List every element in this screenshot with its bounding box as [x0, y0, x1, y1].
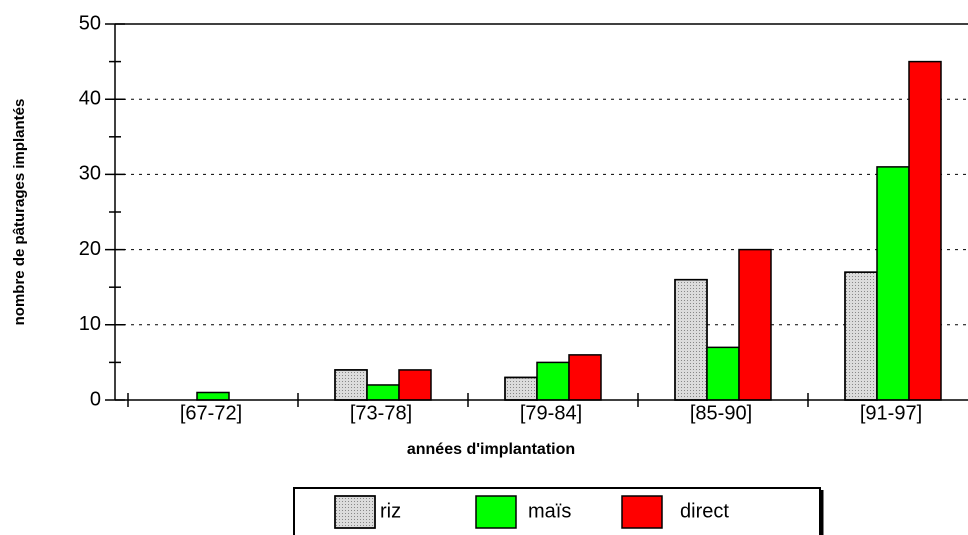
x-tick-label: [79-84] [520, 402, 582, 424]
legend-label: maïs [528, 500, 571, 522]
y-tick-label: 10 [79, 313, 101, 335]
x-axis-label: années d'implantation [407, 441, 575, 458]
x-tick-label: [91-97] [860, 402, 922, 424]
bar [398, 369, 432, 401]
bar [568, 354, 602, 401]
bar [908, 60, 942, 401]
y-tick-label: 20 [79, 238, 101, 260]
y-tick-label: 50 [79, 12, 101, 34]
bar-pattern [674, 278, 708, 401]
y-tick-label: 40 [79, 87, 101, 109]
legend-box [293, 487, 821, 535]
bar [876, 166, 910, 401]
y-tick-label: 0 [90, 388, 101, 410]
x-tick-label: [85-90] [690, 402, 752, 424]
legend-swatch [621, 495, 663, 529]
legend-swatch-pattern [334, 495, 376, 529]
bar [738, 248, 772, 401]
y-tick-label: 30 [79, 163, 101, 185]
legend-swatch [475, 495, 517, 529]
bar [366, 384, 400, 401]
y-axis-label: nombre de pâturages implantés [11, 99, 28, 326]
bar [706, 346, 740, 401]
bar [196, 391, 230, 401]
bar-pattern [504, 376, 538, 401]
bar [536, 361, 570, 401]
bar-pattern [844, 271, 878, 401]
x-tick-label: [73-78] [350, 402, 412, 424]
legend-label: riz [380, 500, 401, 522]
x-tick-label: [67-72] [180, 402, 242, 424]
bar-pattern [334, 369, 368, 401]
legend-label: direct [680, 500, 729, 522]
